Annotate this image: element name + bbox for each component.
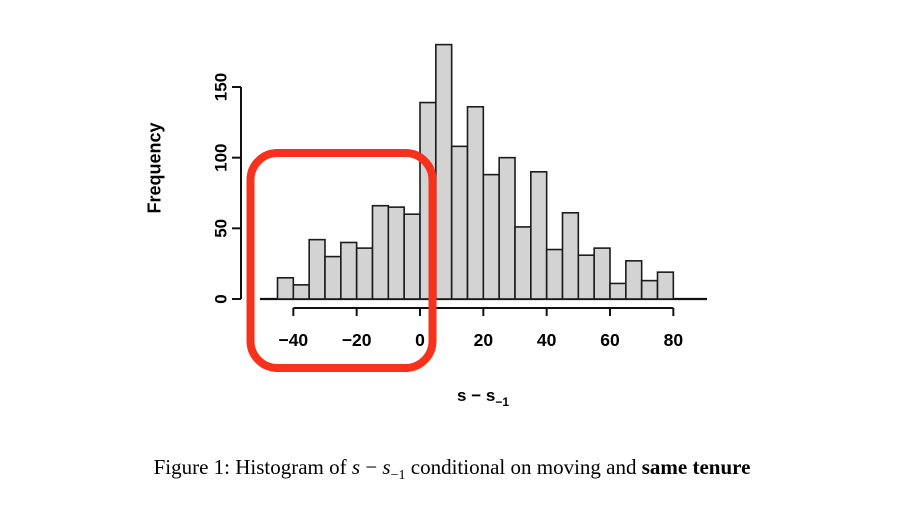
- histogram-bar: [450, 145, 469, 300]
- histogram-bar: [324, 255, 342, 300]
- caption-math-var: s: [351, 455, 361, 479]
- histogram-bar: [355, 247, 374, 300]
- histogram-bar: [482, 173, 500, 300]
- caption-prefix: Figure 1: Histogram of: [153, 455, 352, 479]
- caption-middle: conditional on moving and: [405, 455, 642, 479]
- histogram-bar: [403, 213, 421, 300]
- histogram-bar: [435, 43, 453, 300]
- x-tick-label: 60: [600, 330, 620, 350]
- histogram-bar: [276, 276, 295, 300]
- histogram-bar: [545, 248, 564, 300]
- figure-caption: Figure 1: Histogram of s − s−1 condition…: [0, 455, 904, 483]
- caption-emphasis: same tenure: [641, 455, 751, 479]
- histogram-bar: [514, 226, 532, 300]
- x-axis-title-var: s: [457, 386, 467, 405]
- x-axis-title-minus: −: [466, 386, 486, 405]
- histogram-bar: [308, 238, 326, 300]
- histogram-bar: [387, 206, 405, 300]
- histogram-bar: [561, 211, 580, 300]
- histogram-bar: [530, 171, 548, 300]
- histogram-bar: [640, 279, 659, 300]
- x-tick-label: −20: [342, 330, 372, 350]
- x-axis-title-subscript: −1: [495, 395, 509, 409]
- caption-math-subscript: −1: [390, 468, 406, 483]
- y-axis-title: Frequency: [144, 122, 165, 214]
- caption-math-var: s: [382, 455, 391, 479]
- y-tick-label: 0: [212, 294, 231, 303]
- histogram-bar: [577, 254, 595, 300]
- histogram-bar: [656, 271, 675, 300]
- highlight-annotation-rect: [246, 149, 437, 372]
- histogram-bar: [292, 284, 310, 300]
- x-tick-label: 0: [415, 330, 425, 350]
- y-tick-label: 150: [212, 73, 231, 101]
- y-tick-label: 100: [212, 143, 231, 171]
- histogram-bar: [593, 247, 611, 300]
- x-axis-title-var: s: [485, 386, 496, 405]
- x-tick-label: 80: [664, 330, 684, 350]
- y-tick-label: 50: [212, 219, 231, 238]
- histogram-bar: [466, 105, 485, 300]
- histogram-bar: [371, 204, 390, 300]
- histogram-bar: [340, 241, 358, 300]
- histogram-bar: [498, 156, 516, 300]
- caption-math-minus: −: [360, 455, 383, 479]
- x-tick-label: −40: [278, 330, 308, 350]
- histogram-bar: [609, 282, 627, 300]
- histogram-plot: 0 50 100 150 −40 −20 0 20 40 60 80: [212, 43, 707, 372]
- x-axis-title: s − s−1: [457, 386, 509, 409]
- histogram-bar: [625, 260, 643, 300]
- x-tick-label: 40: [537, 330, 557, 350]
- x-tick-label: 20: [474, 330, 494, 350]
